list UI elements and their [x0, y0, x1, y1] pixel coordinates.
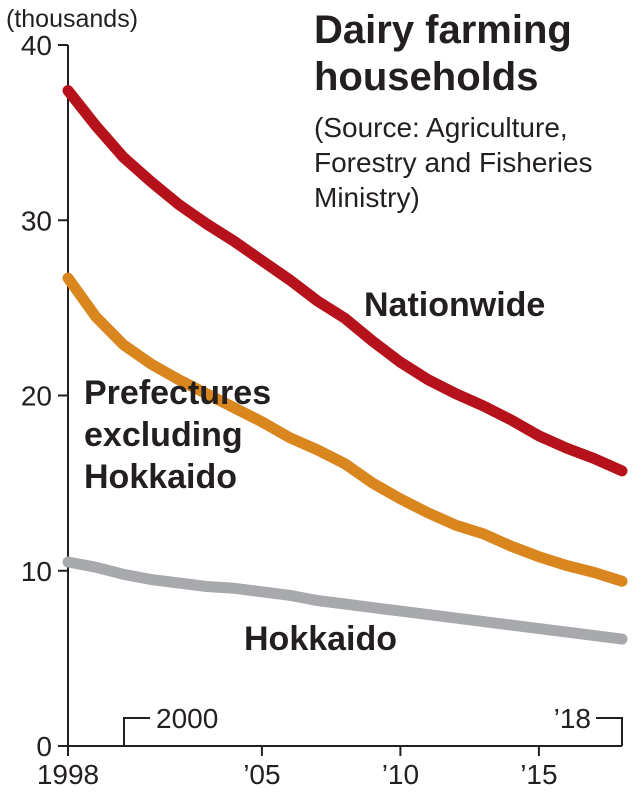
x-tick-label: 1998 [37, 759, 99, 790]
series-layer [62, 85, 628, 645]
year-bracket [123, 717, 623, 746]
chart-subtitle-line-3: Ministry) [314, 182, 420, 213]
x-tick-label: ’05 [243, 759, 280, 790]
series-line-hokkaido [62, 556, 628, 645]
chart-subtitle-line-2: Forestry and Fisheries [314, 147, 593, 178]
bracket-end-label: ’18 [554, 703, 591, 734]
series-label-layer: Nationwide Prefectures excluding Hokkaido Ho… [84, 286, 545, 658]
bracket-start-label: 2000 [156, 703, 218, 734]
chart-subtitle-line-1: (Source: Agriculture, [314, 112, 568, 143]
x-tick-label: ’10 [382, 759, 419, 790]
chart-title-line-2: households [314, 55, 538, 99]
series-label: Prefectures [84, 374, 271, 412]
series-label: Nationwide [364, 286, 545, 324]
y-unit-label: (thousands) [6, 5, 138, 33]
y-tick-label: 20 [21, 381, 52, 412]
series-label: Hokkaido [84, 458, 237, 496]
y-tick-label: 40 [21, 30, 52, 61]
chart-title-line-1: Dairy farming [314, 8, 572, 52]
series-label: excluding [84, 416, 243, 454]
y-tick-label: 0 [36, 731, 52, 762]
tick-layer: 0 10 20 30 40 1998 ’05 ’10 ’15 [21, 30, 558, 790]
y-tick-label: 10 [21, 556, 52, 587]
y-tick-label: 30 [21, 205, 52, 236]
series-line-nationwide [62, 85, 628, 477]
series-label: Hokkaido [244, 620, 397, 658]
series-line-prefectures-excluding-hokkaido [62, 272, 628, 587]
x-tick-label: ’15 [520, 759, 557, 790]
